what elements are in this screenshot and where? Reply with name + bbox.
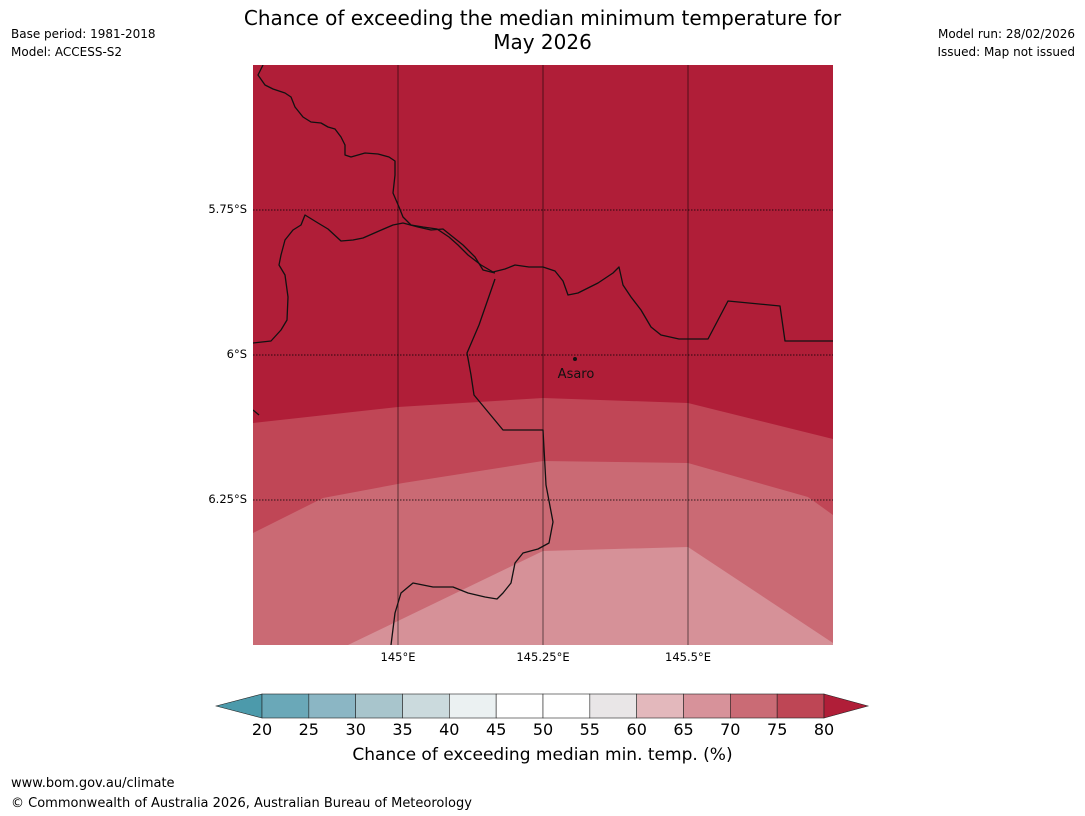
lat-label-6-25s: 6.25°S [208, 492, 247, 506]
colorbar-segment [636, 693, 684, 719]
lat-label-6s: 6°S [226, 347, 247, 361]
province-borders [253, 65, 833, 645]
asaro-marker [573, 357, 577, 361]
header-right-meta: Model run: 28/02/2026 Issued: Map not is… [937, 25, 1075, 61]
lon-label-145-25e: 145.25°E [516, 650, 570, 664]
colorbar-tick-label: 55 [579, 720, 600, 739]
colorbar-tick-label: 40 [439, 720, 460, 739]
model-text: Model: ACCESS-S2 [11, 45, 123, 59]
colorbar-tick-label: 60 [626, 720, 647, 739]
footer-url: www.bom.gov.au/climate [11, 776, 175, 791]
base-period-text: Base period: 1981-2018 [11, 27, 156, 41]
model-run-text: Model run: 28/02/2026 [937, 27, 1075, 41]
title-line-2: May 2026 [493, 30, 592, 54]
colorbar-segment [776, 693, 825, 719]
colorbar [215, 693, 870, 719]
map-title: Chance of exceeding the median minimum t… [200, 6, 885, 54]
colorbar-tick-label: 25 [298, 720, 319, 739]
probability-map: Asaro [253, 65, 833, 645]
lon-label-145-5e: 145.5°E [665, 650, 711, 664]
colorbar-segment [542, 693, 591, 719]
colorbar-tick-label: 35 [392, 720, 413, 739]
asaro-label: Asaro [558, 367, 595, 382]
border-northern [257, 65, 833, 342]
colorbar-segment [683, 693, 731, 719]
colorbar-segment [261, 693, 310, 719]
colorbar-low-extension [215, 693, 263, 719]
border-western [253, 214, 496, 344]
colorbar-segment [355, 693, 403, 719]
colorbar-high-extension [823, 693, 870, 719]
issued-text: Issued: Map not issued [937, 45, 1075, 59]
colorbar-tick-label: 20 [251, 720, 273, 739]
colorbar-segment [308, 693, 356, 719]
colorbar-segment [449, 693, 497, 719]
border-fragment [253, 409, 260, 416]
colorbar-tick-label: 30 [345, 720, 366, 739]
lon-label-145e: 145°E [380, 650, 416, 664]
footer-copyright: © Commonwealth of Australia 2026, Austra… [11, 796, 472, 811]
colorbar-tick-label: 75 [767, 720, 788, 739]
colorbar-segment [495, 693, 544, 719]
lat-label-5-75s: 5.75°S [208, 202, 247, 216]
colorbar-tick-label: 45 [486, 720, 507, 739]
colorbar-segment [402, 693, 450, 719]
colorbar-tick-label: 80 [813, 720, 835, 739]
colorbar-segment [589, 693, 637, 719]
colorbar-segment [730, 693, 778, 719]
colorbar-tick-label: 65 [673, 720, 694, 739]
zone-65-70 [348, 547, 833, 645]
colorbar-segments [261, 693, 825, 719]
title-line-1: Chance of exceeding the median minimum t… [243, 6, 842, 30]
graticule [253, 65, 833, 645]
border-southern [390, 278, 554, 645]
colorbar-label: Chance of exceeding median min. temp. (%… [352, 745, 733, 765]
colorbar-tick-label: 50 [532, 720, 554, 739]
colorbar-tick-label: 70 [720, 720, 741, 739]
header-left-meta: Base period: 1981-2018 Model: ACCESS-S2 [11, 25, 156, 61]
